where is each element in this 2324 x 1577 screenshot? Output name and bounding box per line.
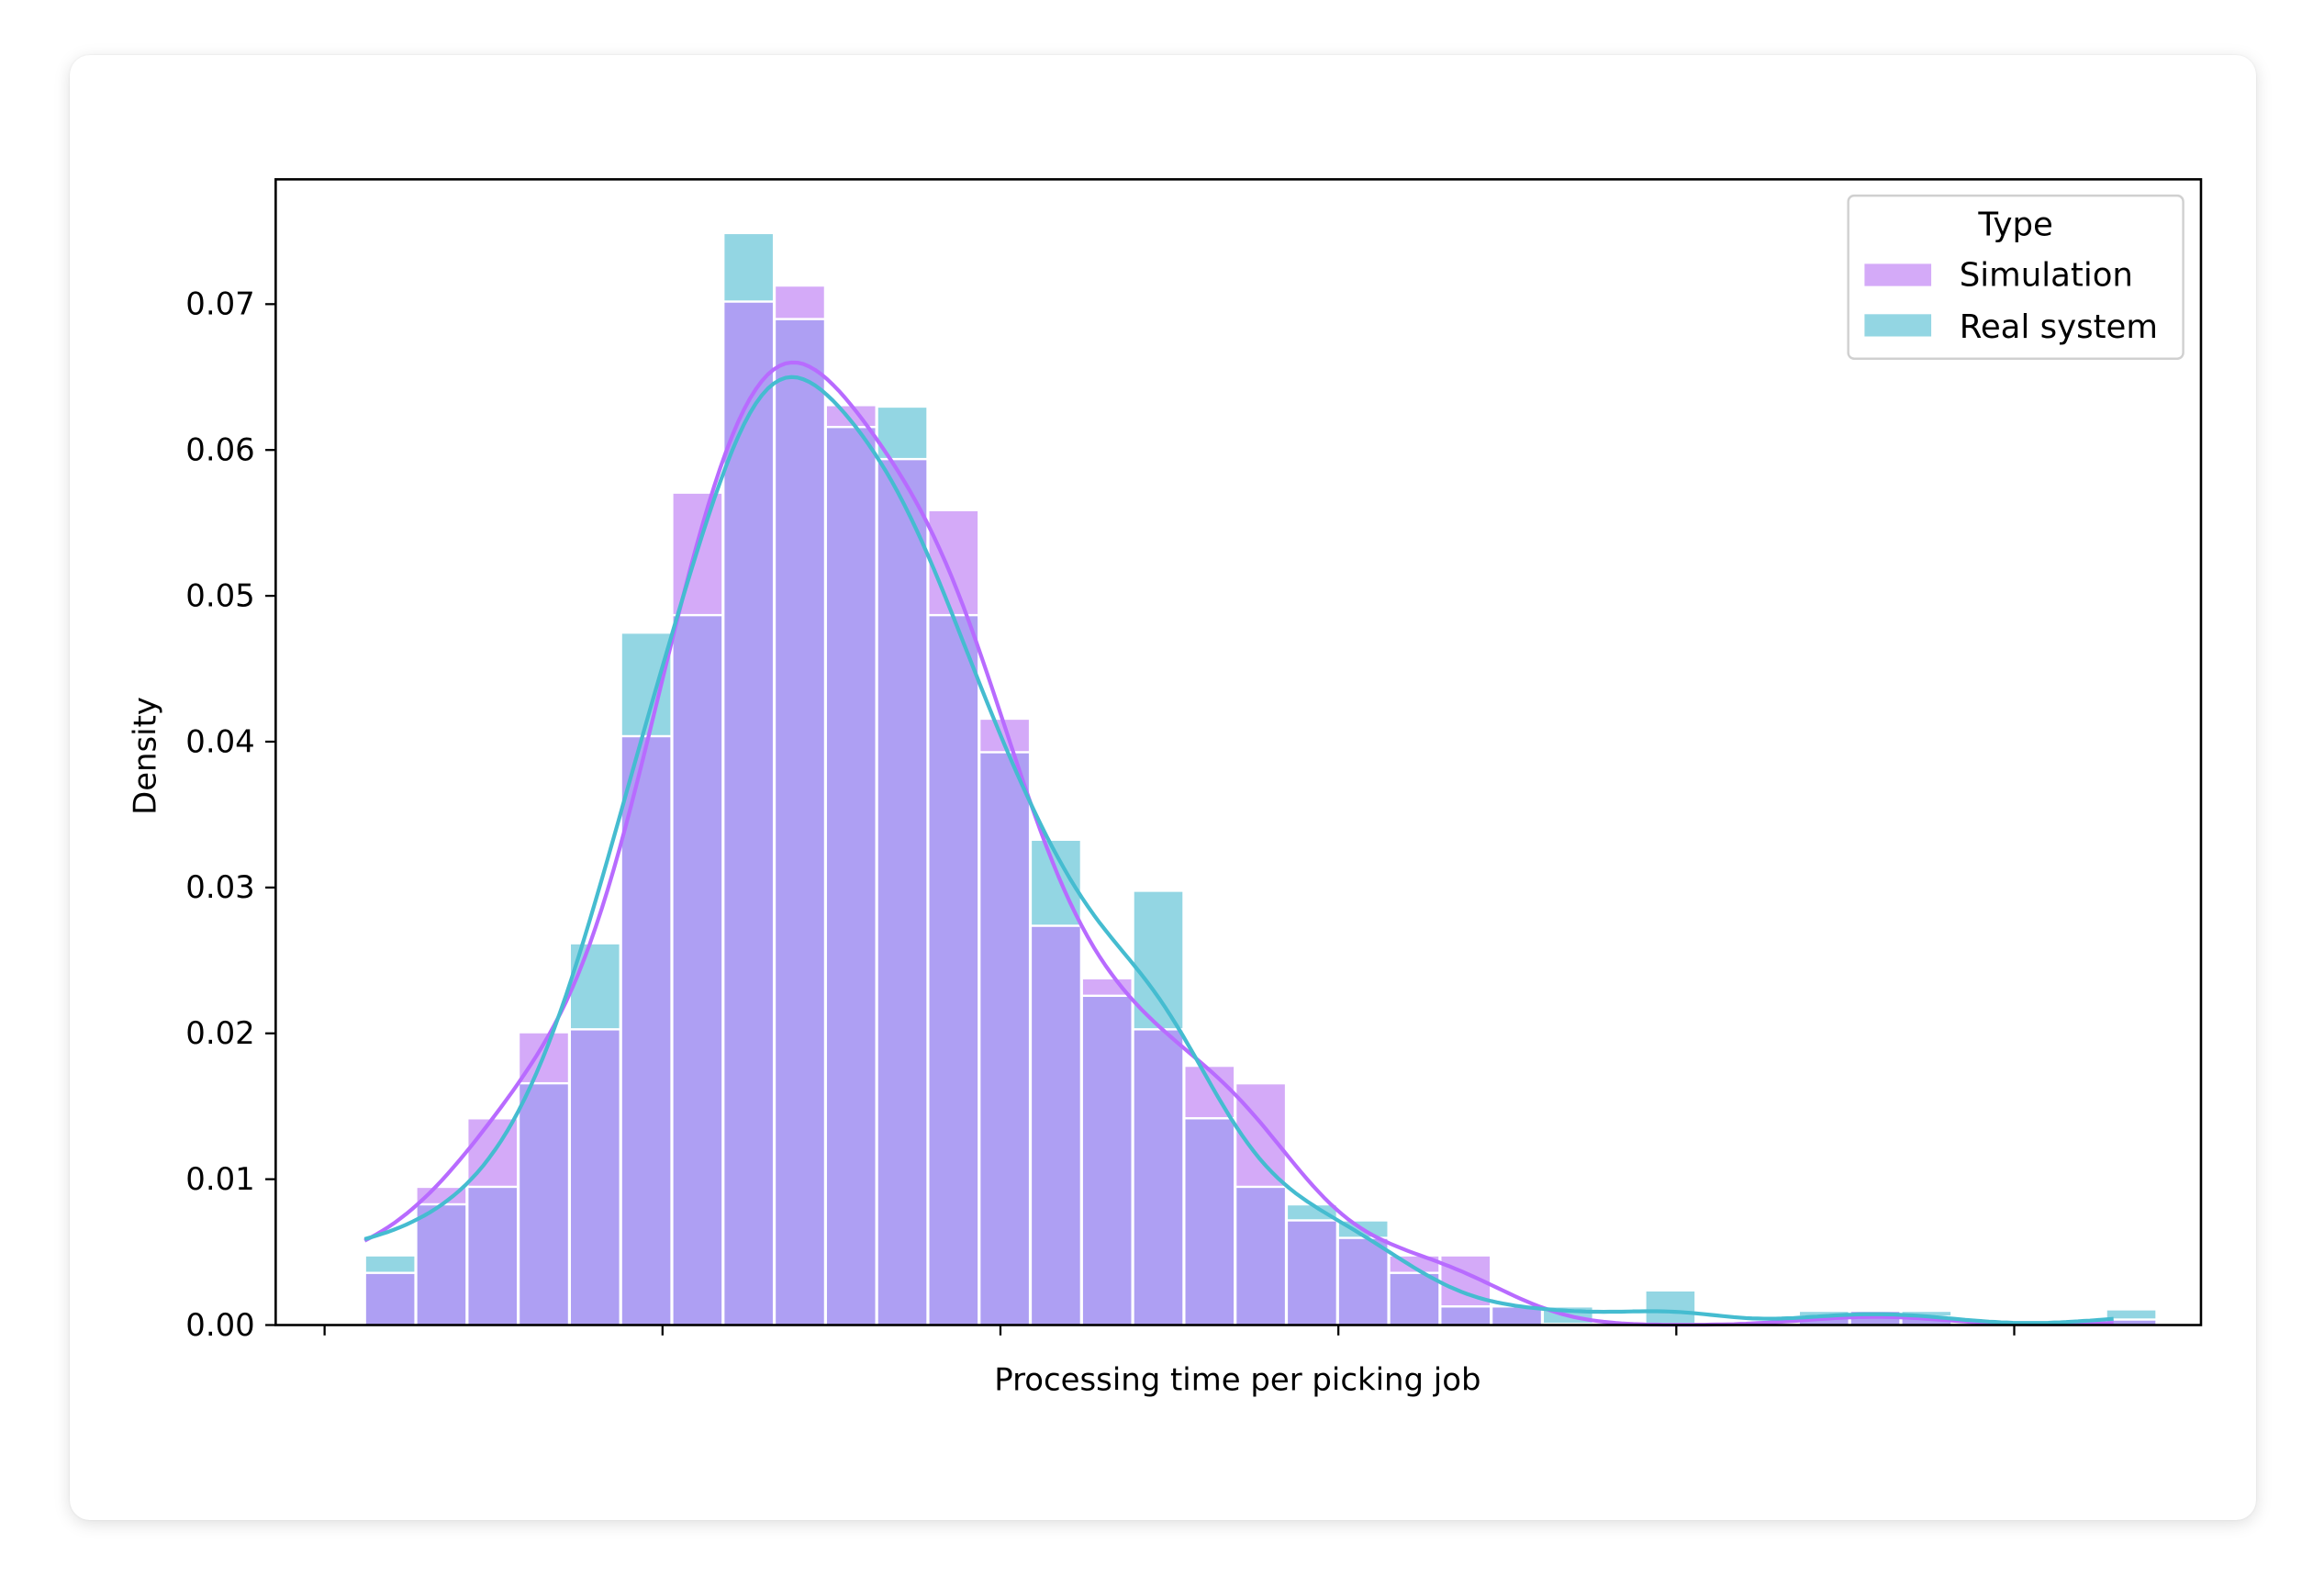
y-axis: 0.00 0.01 0.02 0.03 0.04 0.05 0.06 0.07 — [185, 286, 276, 1343]
histogram-bar-overlap — [826, 428, 876, 1325]
real-system-kde-line — [363, 375, 2114, 1325]
histogram-bar-overlap — [1032, 926, 1080, 1325]
histogram-bar-overlap — [724, 302, 773, 1325]
histogram-bar-overlap — [520, 1084, 568, 1325]
histogram-bar-real-system — [1288, 1205, 1336, 1220]
histogram-bar-overlap — [1185, 1119, 1235, 1325]
histogram-bar-real-system — [877, 408, 927, 458]
x-axis — [323, 1325, 2016, 1336]
histogram-bar-real-system — [724, 234, 773, 301]
histogram-bar-overlap — [1236, 1188, 1285, 1325]
histogram-bar-overlap — [1338, 1238, 1388, 1325]
legend-swatch-simulation — [1864, 263, 1932, 286]
histogram-bar-overlap — [1441, 1307, 1491, 1325]
histogram-bar-overlap — [877, 460, 927, 1325]
legend-box — [1847, 194, 2184, 360]
y-tick-label: 0.00 — [185, 1307, 254, 1343]
histogram-bar-overlap — [980, 753, 1029, 1325]
histogram-bar-overlap — [1288, 1221, 1336, 1325]
legend-label-simulation: Simulation — [1960, 257, 2133, 295]
histogram-bar-overlap — [468, 1188, 517, 1325]
x-axis-label: Processing time per picking job — [994, 1362, 1480, 1398]
y-tick-label: 0.06 — [185, 432, 254, 468]
legend-title: Type — [1977, 207, 2053, 244]
histogram-bar-real-system — [1902, 1312, 1951, 1316]
histogram-bar-overlap — [929, 616, 978, 1325]
legend: Type Simulation Real system — [1847, 194, 2184, 360]
y-tick-label: 0.04 — [185, 723, 254, 759]
histogram-bar-overlap — [1492, 1307, 1541, 1325]
y-tick-label: 0.05 — [185, 577, 254, 613]
histogram-bar-overlap — [571, 1030, 620, 1325]
histogram-bar-simulation — [1236, 1084, 1285, 1186]
histogram-bar-overlap — [1082, 997, 1132, 1325]
histogram-bar-overlap — [1390, 1273, 1439, 1325]
histogram-bar-simulation — [776, 286, 824, 319]
histogram-bar-overlap — [417, 1205, 466, 1325]
histogram-bar-overlap — [776, 319, 824, 1325]
histogram-bar-real-system — [365, 1256, 415, 1272]
histogram-bar-real-system — [1134, 891, 1183, 1029]
legend-label-real-system: Real system — [1960, 308, 2158, 346]
simulation-kde-line — [363, 360, 2114, 1327]
histogram-bar-overlap — [2106, 1320, 2156, 1325]
y-tick-label: 0.07 — [185, 286, 254, 322]
kde-curves — [363, 360, 2114, 1327]
plot-frame — [274, 178, 2203, 1326]
histogram-bar-overlap — [621, 737, 671, 1325]
legend-swatch-real-system — [1864, 314, 1932, 337]
histogram-bar-overlap — [1800, 1317, 1849, 1325]
histogram-bar-overlap — [365, 1273, 415, 1325]
y-tick-label: 0.03 — [185, 869, 254, 905]
histogram-bar-simulation — [929, 510, 978, 614]
histogram-bar-real-system — [1800, 1312, 1849, 1316]
histogram-bar-overlap — [1134, 1030, 1183, 1325]
y-tick-label: 0.01 — [185, 1161, 254, 1197]
histogram-bar-overlap — [1902, 1317, 1951, 1325]
histogram-bar-real-system — [1646, 1291, 1695, 1324]
histogram-bar-overlap — [673, 616, 722, 1325]
histogram-bar-real-system — [2106, 1310, 2156, 1319]
y-axis-label: Density — [128, 697, 163, 815]
y-tick-label: 0.02 — [185, 1015, 254, 1051]
